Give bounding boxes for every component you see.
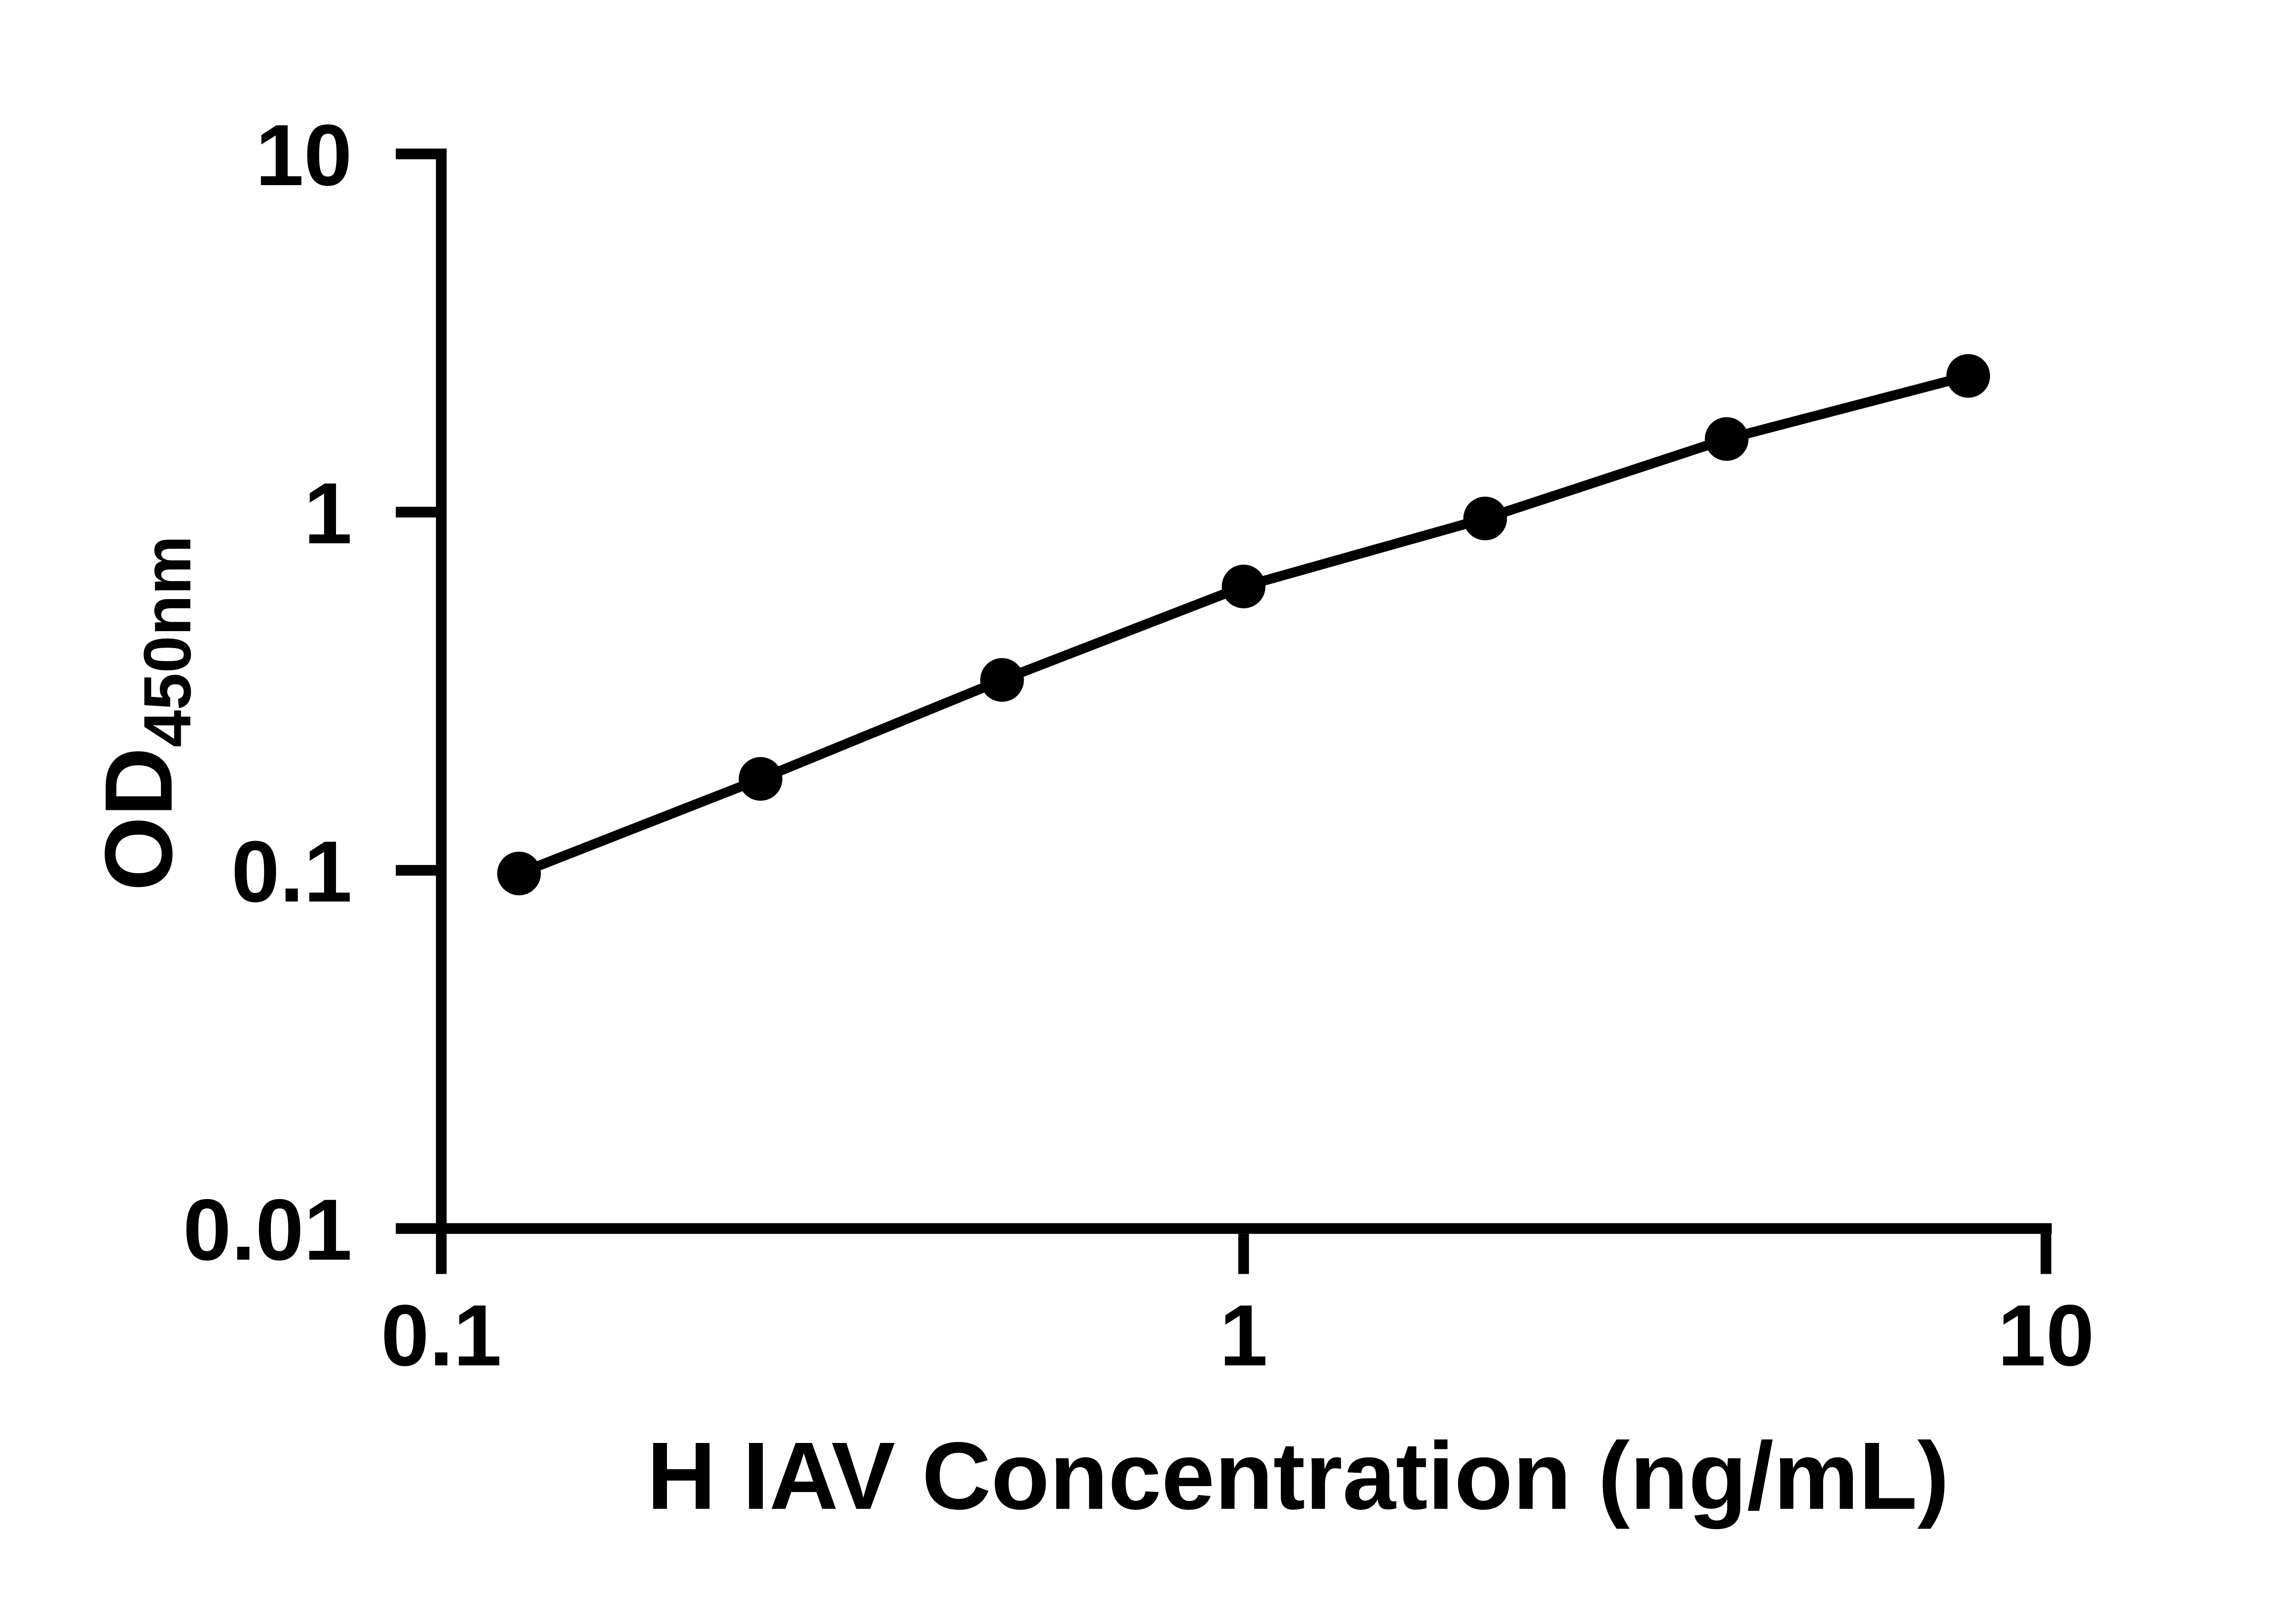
y-axis-title-main: OD [85,747,192,891]
y-tick [396,865,436,876]
data-point [1222,564,1266,609]
data-point [1705,417,1749,461]
x-tick-label: 1 [1219,1287,1267,1384]
data-point [497,851,541,896]
y-ticks [396,149,436,1234]
y-tick [396,149,436,160]
y-tick-label: 0.1 [231,823,353,920]
x-tick-label: 0.1 [381,1287,502,1384]
x-axis-title: H IAV Concentration (ng/mL) [647,1423,1949,1530]
data-point [1463,496,1507,540]
y-axis-title-sub: 450nm [130,535,204,747]
y-axis-line [435,149,447,1234]
plot-background [0,22,2292,1602]
y-tick [396,506,436,517]
x-tick [1238,1233,1249,1274]
x-ticks [435,1233,2051,1274]
y-axis-title: OD450nm [85,535,204,891]
x-tick [2040,1233,2051,1274]
axes: 0.01 0.1 1 10 0.1 1 10 [183,107,2094,1384]
x-tick [435,1233,447,1274]
data-point [1946,354,1990,398]
data-point [980,658,1024,702]
data-point [738,757,782,801]
x-tick-label: 10 [1998,1287,2094,1384]
y-tick-label: 1 [304,465,352,562]
y-tick [396,1223,436,1234]
data-series [497,354,1990,896]
y-tick-label: 0.01 [183,1181,352,1278]
y-tick-labels: 0.01 0.1 1 10 [183,107,352,1278]
x-axis-line [435,1223,2052,1234]
y-tick-label: 10 [255,107,352,204]
x-tick-labels: 0.1 1 10 [381,1287,2094,1384]
